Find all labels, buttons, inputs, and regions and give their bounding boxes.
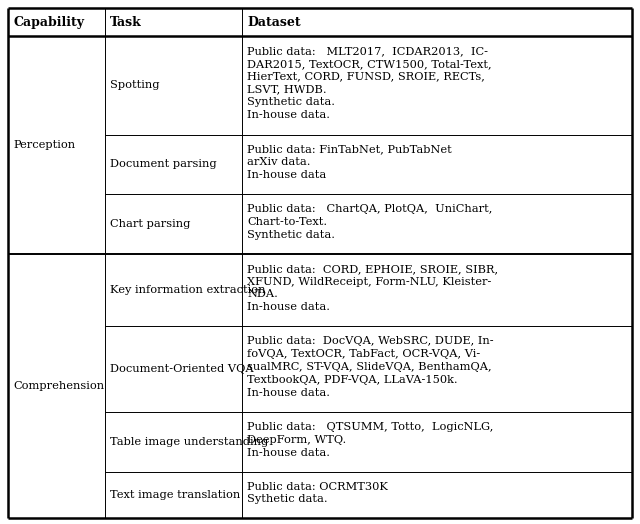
Text: Public data: FinTabNet, PubTabNet
arXiv data.
In-house data: Public data: FinTabNet, PubTabNet arXiv … xyxy=(247,145,452,180)
Text: Public data:  CORD, EPHOIE, SROIE, SIBR,
XFUND, WildReceipt, Form-NLU, Kleister-: Public data: CORD, EPHOIE, SROIE, SIBR, … xyxy=(247,264,498,312)
Text: Dataset: Dataset xyxy=(247,16,301,28)
Text: Document-Oriented VQA: Document-Oriented VQA xyxy=(109,364,253,374)
Text: Comprehension: Comprehension xyxy=(13,381,104,391)
Text: Public data:   ChartQA, PlotQA,  UniChart,
Chart-to-Text.
Synthetic data.: Public data: ChartQA, PlotQA, UniChart, … xyxy=(247,204,492,240)
Text: Public data:   MLT2017,  ICDAR2013,  IC-
DAR2015, TextOCR, CTW1500, Total-Text,
: Public data: MLT2017, ICDAR2013, IC- DAR… xyxy=(247,46,492,120)
Text: Key information extraction: Key information extraction xyxy=(109,285,265,295)
Text: Table image understanding: Table image understanding xyxy=(109,436,268,447)
Text: Spotting: Spotting xyxy=(109,80,159,90)
Text: Public data: OCRMT30K
Sythetic data.: Public data: OCRMT30K Sythetic data. xyxy=(247,482,388,504)
Text: Public data:  DocVQA, WebSRC, DUDE, In-
foVQA, TextOCR, TabFact, OCR-VQA, Vi-
su: Public data: DocVQA, WebSRC, DUDE, In- f… xyxy=(247,336,493,398)
Text: Capability: Capability xyxy=(13,16,84,28)
Text: Document parsing: Document parsing xyxy=(109,159,216,169)
Text: Public data:   QTSUMM, Totto,  LogicNLG,
DeepForm, WTQ.
In-house data.: Public data: QTSUMM, Totto, LogicNLG, De… xyxy=(247,422,493,457)
Text: Task: Task xyxy=(109,16,141,28)
Text: Text image translation: Text image translation xyxy=(109,490,240,500)
Text: Chart parsing: Chart parsing xyxy=(109,219,190,229)
Text: Perception: Perception xyxy=(13,140,75,150)
